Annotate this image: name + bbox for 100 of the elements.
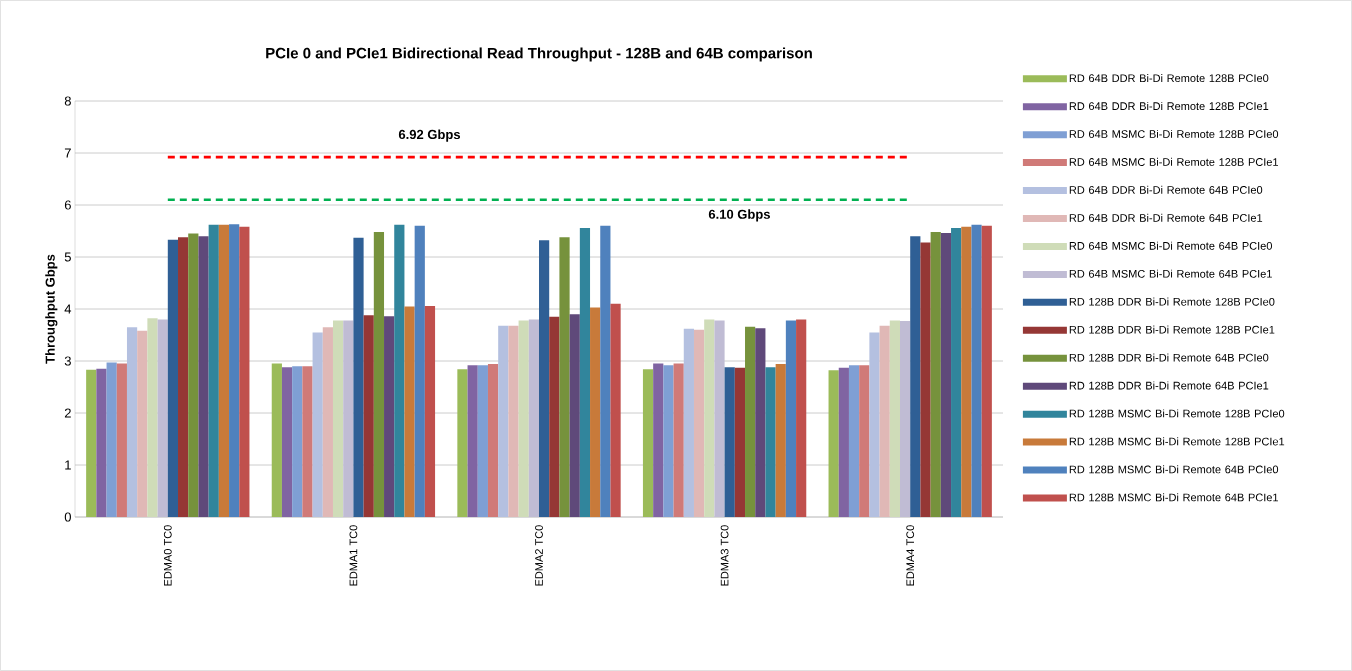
bar (363, 315, 374, 517)
x-tick-label: EDMA3 TC0 (720, 525, 729, 586)
bar (859, 365, 870, 517)
bar (457, 369, 468, 517)
legend-label: RD 128B MSMC Bi-Di Remote 128B PCIe0 (1069, 409, 1285, 418)
bar (940, 233, 952, 517)
bar (734, 367, 746, 517)
bar (971, 224, 982, 517)
bar (724, 367, 735, 517)
bar (951, 227, 962, 517)
y-axis-title: Throughput Gbps (45, 254, 58, 364)
bar (755, 328, 766, 517)
bar (271, 363, 282, 517)
bar (714, 320, 725, 517)
bar (539, 240, 550, 517)
bar (579, 227, 591, 517)
y-tick-label: 5 (64, 252, 71, 262)
bar (477, 365, 488, 517)
bar (838, 367, 849, 517)
x-tick-label: EDMA1 TC0 (349, 525, 358, 586)
y-tick-label: 3 (64, 356, 71, 366)
bar (785, 320, 797, 517)
bar (642, 369, 654, 517)
bar (889, 320, 900, 517)
legend-label: RD 64B DDR Bi-Di Remote 64B PCIe0 (1069, 185, 1263, 194)
bar (559, 237, 570, 517)
bar (239, 226, 250, 517)
bar (322, 327, 333, 517)
bar (704, 319, 715, 517)
bar (879, 325, 890, 517)
y-tick-label: 1 (65, 460, 71, 470)
bar (569, 314, 580, 517)
bar (157, 319, 168, 517)
ref-line-label: 6.92 Gbps (398, 129, 461, 142)
legend-label: RD 64B MSMC Bi-Di Remote 64B PCIe0 (1069, 241, 1272, 250)
bar (930, 232, 941, 517)
bar (961, 226, 972, 517)
bar (910, 236, 921, 517)
bar (137, 330, 148, 517)
bar (178, 237, 189, 517)
bar (683, 328, 694, 517)
bar (775, 364, 786, 517)
bar (188, 233, 199, 517)
bar (673, 363, 684, 517)
bar (229, 224, 240, 517)
bar (424, 305, 436, 517)
bar (394, 224, 405, 517)
bar (920, 242, 931, 517)
y-tick-label: 7 (64, 148, 71, 158)
bar (869, 332, 880, 517)
bar (467, 365, 478, 517)
x-tick-label: EDMA2 TC0 (535, 525, 543, 586)
bar (404, 306, 415, 517)
bar (610, 303, 621, 517)
y-tick-label: 4 (64, 304, 72, 314)
bar (487, 364, 499, 517)
bar (384, 316, 395, 517)
bar (508, 325, 519, 517)
legend-label: RD 128B DDR Bi-Di Remote 64B PCIe0 (1069, 353, 1269, 362)
y-tick-label: 8 (64, 96, 71, 106)
bar (96, 368, 107, 517)
bar (126, 327, 138, 517)
bar (332, 320, 344, 517)
bar (518, 320, 529, 517)
bar (106, 362, 117, 517)
x-tick-label: EDMA0 TC0 (163, 525, 172, 586)
legend-label: RD 128B DDR Bi-Di Remote 64B PCIe1 (1069, 381, 1269, 390)
bar (302, 366, 313, 517)
bar (600, 225, 611, 517)
legend-label: RD 128B MSMC Bi-Di Remote 64B PCIe0 (1069, 465, 1279, 474)
legend-label: RD 64B DDR Bi-Di Remote 128B PCIe0 (1069, 73, 1269, 83)
bar (693, 329, 705, 517)
legend-label: RD 64B MSMC Bi-Di Remote 128B PCIe0 (1069, 129, 1279, 138)
ref-line-label: 6.10 Gbps (708, 209, 770, 222)
bar (590, 307, 601, 517)
legend-label: RD 64B DDR Bi-Di Remote 64B PCIe1 (1069, 213, 1263, 222)
bar (981, 225, 992, 517)
bar (796, 319, 807, 517)
legend-label: RD 64B MSMC Bi-Di Remote 128B PCIe1 (1069, 157, 1278, 166)
bar (745, 326, 756, 517)
bar (281, 367, 293, 517)
y-tick-label: 2 (64, 408, 71, 418)
bar (900, 320, 911, 517)
y-tick-label: 0 (64, 512, 71, 522)
bar (147, 318, 158, 517)
bar (498, 325, 509, 517)
bar (653, 363, 664, 517)
bar (663, 365, 674, 517)
legend-label: RD 64B DDR Bi-Di Remote 128B PCIe1 (1069, 101, 1269, 111)
bar (167, 239, 179, 517)
y-tick-label: 6 (64, 200, 71, 210)
bar (528, 319, 539, 517)
bar (292, 366, 303, 517)
bar (765, 367, 776, 517)
bar (312, 332, 323, 517)
legend-label: RD 128B MSMC Bi-Di Remote 128B PCIe1 (1069, 437, 1285, 446)
bar (218, 224, 230, 517)
bar (116, 363, 127, 517)
bar (86, 369, 97, 517)
bar (848, 365, 860, 517)
